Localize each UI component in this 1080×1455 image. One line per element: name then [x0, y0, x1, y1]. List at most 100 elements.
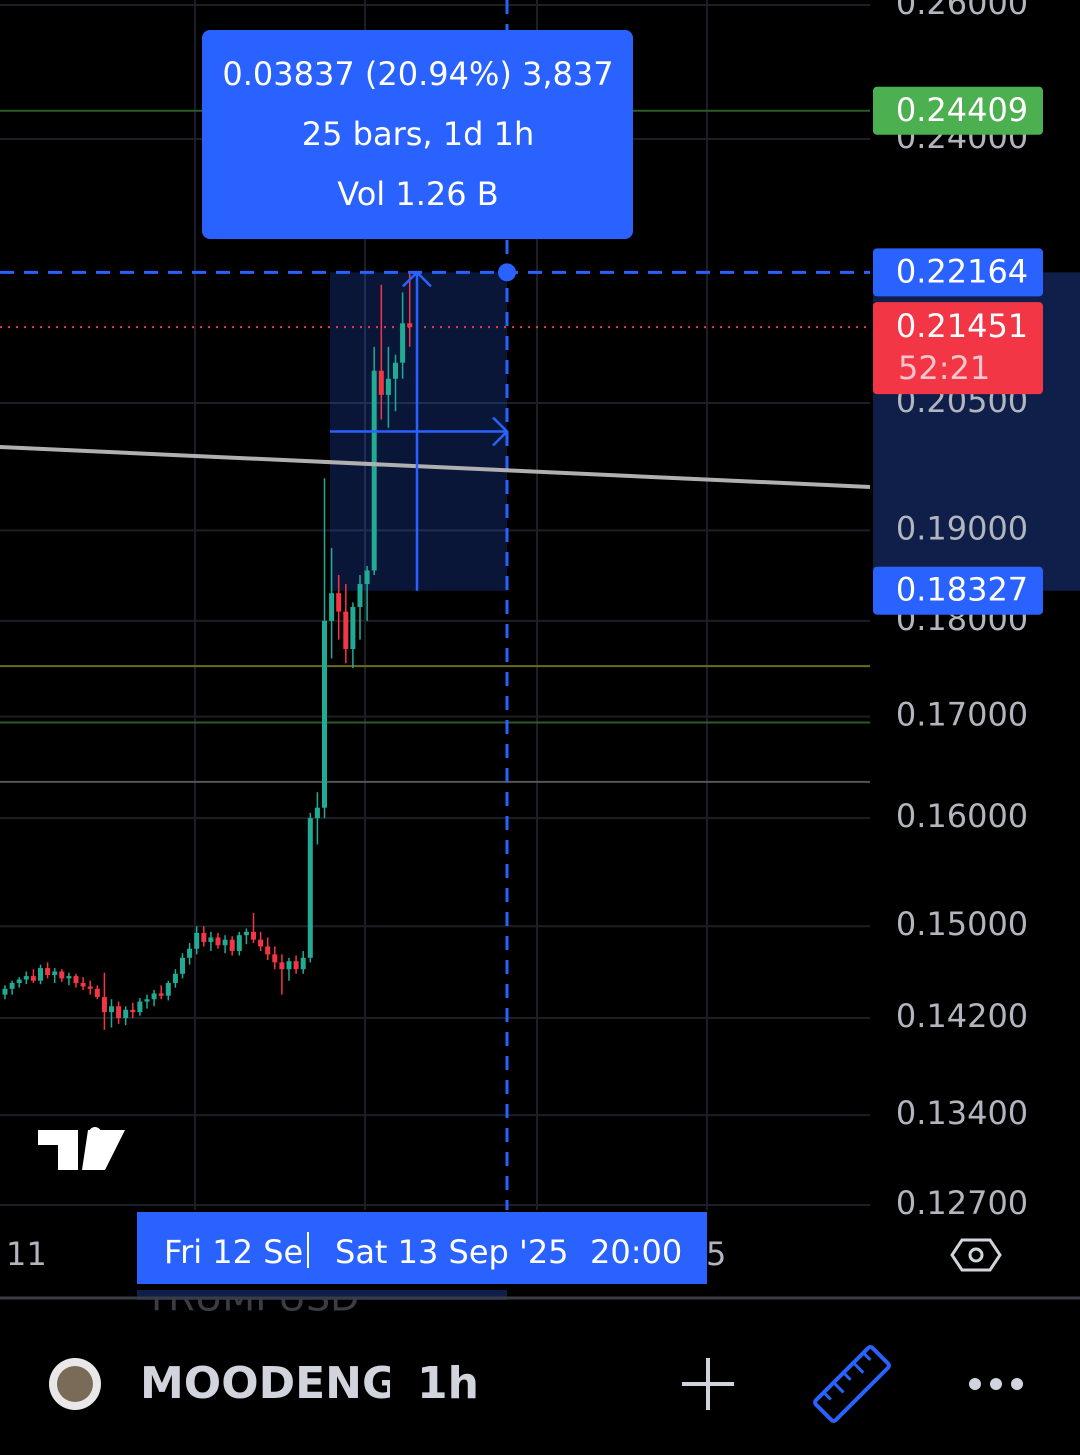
overlays	[0, 0, 871, 1210]
candle-body	[23, 976, 29, 980]
candle-body	[314, 807, 320, 819]
interval[interactable]: 1h	[417, 1358, 479, 1409]
price-label: 0.26000	[896, 0, 1028, 22]
candle-body	[378, 370, 384, 395]
candle-body	[158, 993, 164, 996]
candle-body	[222, 939, 228, 946]
candle-body	[322, 620, 327, 808]
candle-body	[172, 973, 178, 984]
candle-body	[194, 932, 200, 949]
time-label: Sat 13 Sep '25	[335, 1233, 569, 1271]
candle-body	[180, 957, 185, 974]
ruler-icon	[813, 1345, 891, 1423]
candle-body	[300, 957, 306, 970]
price-badge	[873, 566, 1043, 615]
candle-body	[87, 986, 93, 989]
price-axis: 0.260000.240000.205000.190000.180000.170…	[873, 0, 1043, 1222]
candle-body	[151, 993, 157, 1000]
candle-body	[73, 976, 79, 984]
candle-body	[215, 937, 221, 946]
candle-body	[343, 611, 349, 650]
candle-body	[229, 939, 235, 951]
candle-body	[201, 932, 207, 942]
candle-body	[30, 976, 36, 981]
candle-body	[101, 996, 107, 1013]
candle-body	[364, 570, 370, 585]
behind-symbol: TRUMPUSD	[144, 1276, 359, 1320]
candle-body	[251, 931, 256, 940]
candle-body	[307, 818, 313, 958]
symbol-clip: MOODENGUSD	[140, 1358, 502, 1409]
logo	[89, 1127, 101, 1139]
candle-body	[350, 606, 356, 650]
candle-body	[258, 939, 264, 947]
tooltip-text: 0.03837 (20.94%) 3,837	[222, 55, 613, 93]
price-label: 0.14200	[896, 997, 1028, 1035]
candle-body	[66, 976, 72, 979]
candle-body	[336, 593, 342, 612]
candle-body	[293, 961, 299, 970]
candle-body	[265, 946, 271, 955]
add-button[interactable]	[682, 1358, 734, 1410]
price-badge-label: 0.21451	[896, 307, 1028, 345]
candle-body	[137, 1001, 143, 1013]
candle-body	[357, 584, 363, 607]
price-badge-label: 0.24409	[896, 91, 1028, 129]
price-label: 0.12700	[896, 1184, 1028, 1222]
settings-icon	[968, 1247, 984, 1263]
candle-body	[286, 961, 292, 970]
candle-body	[144, 999, 150, 1002]
time-label: 5	[706, 1235, 726, 1273]
crosshair-dot	[498, 263, 516, 282]
ruler-button[interactable]	[813, 1345, 891, 1423]
candle-body	[109, 1006, 114, 1013]
candle-body	[45, 968, 51, 975]
candle-body	[187, 948, 193, 958]
ruler-icon	[822, 1351, 872, 1401]
candle-body	[94, 988, 100, 997]
candle-body	[16, 979, 22, 984]
candle-body	[123, 1009, 129, 1019]
candle-body	[400, 323, 406, 363]
time-label: 20:00	[590, 1233, 682, 1271]
logo	[38, 1130, 125, 1170]
candle-body	[236, 935, 242, 951]
candle-body	[208, 937, 214, 942]
axis-range	[137, 1290, 507, 1300]
candle-body	[393, 362, 398, 379]
countdown: 52:21	[898, 349, 990, 387]
tooltip-text: Vol 1.26 B	[337, 175, 498, 213]
symbol[interactable]: MOODENGUSD	[140, 1358, 502, 1409]
symbol-icon	[57, 1366, 93, 1402]
candle-body	[407, 323, 413, 328]
price-badge	[873, 86, 1043, 135]
settings-icon[interactable]	[950, 1238, 1002, 1272]
candle-body	[329, 593, 335, 621]
price-label: 0.19000	[896, 509, 1028, 547]
tooltip-text: 25 bars, 1d 1h	[302, 115, 534, 153]
candle-body	[165, 983, 171, 996]
measure-arrow	[330, 416, 509, 447]
candle-body	[385, 378, 391, 395]
time-range	[137, 1212, 707, 1284]
more-button[interactable]	[969, 1378, 1023, 1390]
candle-body	[272, 954, 278, 963]
candle-body	[116, 1006, 122, 1019]
time-label: 11	[6, 1235, 47, 1273]
candle-body	[38, 968, 43, 981]
price-badge	[873, 248, 1043, 297]
candle-body	[2, 988, 8, 995]
candle-body	[243, 931, 249, 936]
candle-body	[279, 962, 285, 970]
candle-body	[59, 971, 65, 979]
candle-body	[52, 971, 58, 975]
trend-line	[0, 445, 871, 489]
price-label: 0.15000	[896, 905, 1028, 943]
price-badge-label: 0.18327	[896, 571, 1028, 609]
behind-clip: TRUMPUSD	[144, 1276, 359, 1320]
tooltip	[202, 30, 633, 239]
price-label: 0.13400	[896, 1094, 1028, 1132]
